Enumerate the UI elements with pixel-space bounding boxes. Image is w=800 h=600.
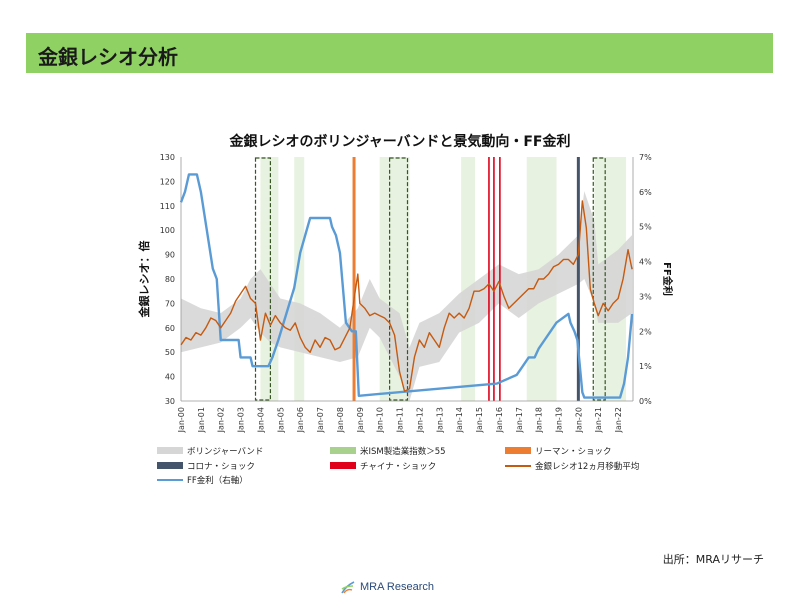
y-tick-label-3: 60 — [165, 324, 175, 333]
x-tick-label-1: Jan-01 — [197, 407, 206, 433]
legend-label-lehman: リーマン・ショック — [535, 447, 612, 457]
y-tick-label-8: 110 — [160, 202, 175, 211]
legend-label-ism: 米ISM製造業指数＞55 — [360, 446, 446, 457]
chart-title: 金銀レシオのボリンジャーバンドと景気動向・FF金利 — [229, 134, 571, 150]
page-title: 金銀レシオ分析 — [38, 45, 178, 69]
y2-tick-label-4: 4% — [639, 258, 652, 267]
x-tick-label-21: Jan-21 — [594, 407, 603, 433]
x-tick-label-0: Jan-00 — [177, 407, 186, 433]
y-tick-label-0: 30 — [165, 397, 175, 406]
y2-tick-label-0: 0% — [639, 397, 652, 406]
legend-label-china: チャイナ・ショック — [360, 462, 436, 472]
y2-tick-label-6: 6% — [639, 188, 652, 197]
x-tick-label-3: Jan-03 — [237, 407, 246, 433]
x-tick-label-20: Jan-20 — [574, 407, 583, 433]
ratio-line — [180, 200, 633, 392]
x-tick-label-16: Jan-16 — [495, 407, 504, 433]
bollinger-band — [181, 191, 633, 401]
legend-label-bollinger: ボリンジャーバンド — [187, 447, 263, 457]
legend-label-ratio: 金銀レシオ12ヵ月移動平均 — [535, 461, 639, 472]
x-tick-label-15: Jan-15 — [475, 407, 484, 433]
recession-box-0 — [254, 157, 272, 401]
x-tick-label-2: Jan-02 — [217, 407, 226, 433]
y-tick-label-5: 80 — [165, 275, 175, 284]
x-tick-label-8: Jan-08 — [336, 407, 345, 433]
legend-label-covid: コロナ・ショック — [187, 462, 255, 472]
x-tick-label-9: Jan-09 — [356, 407, 365, 433]
logo: MRA Research — [340, 576, 434, 598]
x-tick-label-11: Jan-11 — [396, 407, 405, 433]
x-tick-label-19: Jan-19 — [554, 407, 563, 433]
y2-tick-label-2: 2% — [639, 327, 652, 336]
y-tick-label-4: 70 — [165, 299, 175, 308]
x-tick-label-22: Jan-22 — [614, 407, 623, 433]
x-tick-label-13: Jan-13 — [435, 407, 444, 433]
x-tick-label-6: Jan-06 — [296, 407, 305, 433]
logo-text: MRA Research — [360, 581, 434, 593]
header-bar: 金銀レシオ分析 — [26, 33, 773, 73]
legend-label-ff: FF金利（右軸） — [187, 475, 248, 486]
legend-swatch-lehman — [505, 447, 531, 454]
recession-box-2 — [592, 157, 606, 401]
y2-axis-label: FF金利 — [661, 262, 674, 296]
ism-period-1 — [294, 157, 305, 401]
x-tick-label-7: Jan-07 — [316, 407, 325, 433]
y2-tick-label-3: 3% — [639, 292, 652, 301]
y-tick-label-2: 50 — [165, 348, 175, 357]
y2-tick-label-7: 7% — [639, 153, 652, 162]
x-tick-label-14: Jan-14 — [455, 407, 464, 433]
x-tick-label-18: Jan-18 — [535, 407, 544, 433]
ism-period-3 — [461, 157, 476, 401]
legend-swatch-bollinger — [157, 447, 183, 454]
y2-tick-label-1: 1% — [639, 362, 652, 371]
source-note: 出所：MRAリサーチ — [662, 553, 764, 566]
y-tick-label-10: 130 — [160, 153, 175, 162]
x-tick-label-17: Jan-17 — [515, 407, 524, 433]
logo-mark-icon — [340, 579, 356, 595]
x-tick-label-5: Jan-05 — [276, 407, 285, 433]
y-tick-label-7: 100 — [160, 226, 175, 235]
y-tick-label-6: 90 — [165, 251, 175, 260]
legend-swatch-china — [330, 462, 356, 469]
x-tick-label-4: Jan-04 — [256, 407, 265, 433]
y2-tick-label-5: 5% — [639, 223, 652, 232]
recession-box-1 — [389, 157, 409, 401]
y-axis-label: 金銀レシオ：倍 — [137, 241, 151, 319]
x-tick-label-12: Jan-12 — [415, 407, 424, 433]
y-tick-label-9: 120 — [160, 177, 175, 186]
x-tick-label-10: Jan-10 — [376, 407, 385, 433]
legend-swatch-ism — [330, 447, 356, 454]
y-tick-label-1: 40 — [165, 373, 175, 382]
legend-swatch-covid — [157, 462, 183, 469]
